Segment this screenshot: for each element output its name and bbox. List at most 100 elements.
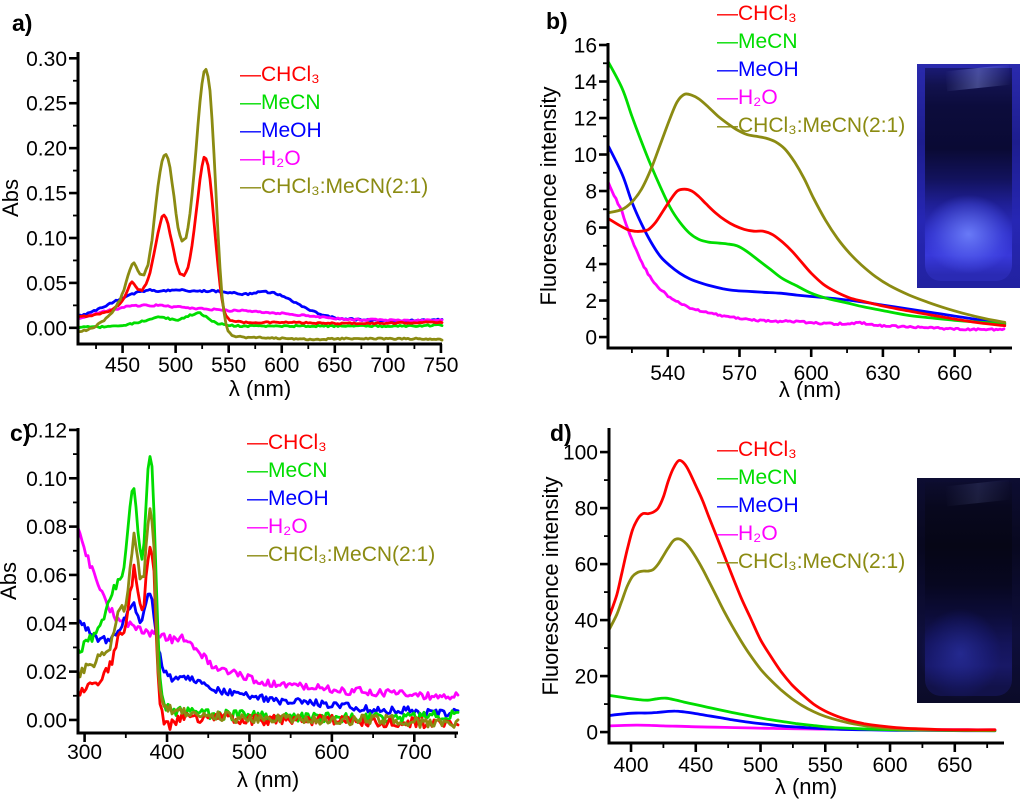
svg-text:0.10: 0.10 bbox=[26, 468, 67, 491]
svg-text:10: 10 bbox=[574, 144, 597, 167]
series-curve-CHCl- bbox=[606, 187, 1007, 328]
panel-a-absorbance: a) 450 500 550 600 650 700 750 0.00 0.05 0.10 0.15… bbox=[0, 0, 512, 401]
svg-text:8: 8 bbox=[585, 181, 597, 204]
ticks bbox=[600, 450, 989, 752]
svg-text:20: 20 bbox=[575, 666, 598, 689]
axes bbox=[606, 43, 1012, 350]
axes bbox=[76, 52, 442, 346]
series-curve-CHCl-MeCN-2-1- bbox=[76, 507, 460, 729]
y-axis-label: Abs bbox=[0, 562, 21, 600]
svg-text:0.05: 0.05 bbox=[26, 272, 67, 295]
svg-text:500: 500 bbox=[232, 741, 267, 764]
panel-d-fluorescence: d) 400 450 500 550 600 650 0 20 40 60 80 100 λ (nm) F… bbox=[512, 400, 1024, 800]
svg-text:450: 450 bbox=[105, 354, 140, 377]
series-curve-CHCl-MeCN-2-1- bbox=[607, 537, 997, 732]
cuvette-blue-glow bbox=[917, 64, 1020, 288]
series-curve-CHCl- bbox=[76, 155, 444, 326]
series-curve-MeCN bbox=[606, 60, 1007, 326]
chart-canvas-a: 450 500 550 600 650 700 750 0.00 0.05 0.10 0.15 0.2… bbox=[0, 48, 458, 401]
ticks bbox=[69, 56, 443, 353]
svg-text:500: 500 bbox=[158, 354, 193, 377]
panel-label-b: b) bbox=[546, 8, 568, 34]
series-curve-CHCl-MeCN-2-1- bbox=[76, 68, 444, 342]
y-axis-label: Fluorescence intensity bbox=[538, 477, 563, 696]
svg-text:400: 400 bbox=[150, 741, 185, 764]
svg-text:0.04: 0.04 bbox=[26, 613, 67, 636]
series-group bbox=[606, 60, 1007, 332]
svg-text:0: 0 bbox=[585, 327, 597, 350]
series-group bbox=[76, 68, 444, 342]
svg-text:14: 14 bbox=[574, 71, 598, 94]
x-axis-label: λ (nm) bbox=[229, 376, 291, 400]
chart-canvas-b: 540 570 600 630 660 0 2 4 6 8 10 12 14 16 λ (nm) Fluore… bbox=[536, 35, 1012, 402]
chart-d-fluorescence-spectra: 400 450 500 550 600 650 0 20 40 60 80 100 λ (nm) Fluo… bbox=[512, 400, 1024, 800]
svg-text:750: 750 bbox=[423, 354, 458, 377]
series-curve-MeOH bbox=[76, 592, 460, 718]
svg-text:0: 0 bbox=[586, 722, 598, 745]
ticks bbox=[69, 428, 457, 742]
uv-cuvette-photo-dark bbox=[917, 478, 1020, 703]
svg-text:0.00: 0.00 bbox=[26, 317, 67, 340]
svg-text:40: 40 bbox=[575, 610, 598, 633]
svg-text:500: 500 bbox=[743, 754, 778, 777]
panel-label-a: a) bbox=[12, 10, 33, 36]
svg-text:700: 700 bbox=[370, 354, 405, 377]
svg-text:600: 600 bbox=[264, 354, 299, 377]
x-axis-label: λ (nm) bbox=[237, 767, 299, 792]
series-curve-MeCN bbox=[76, 311, 444, 330]
series-group bbox=[607, 458, 997, 733]
svg-text:600: 600 bbox=[314, 741, 349, 764]
svg-text:650: 650 bbox=[937, 754, 972, 777]
svg-text:450: 450 bbox=[678, 754, 713, 777]
svg-text:2: 2 bbox=[585, 290, 597, 313]
svg-text:0.20: 0.20 bbox=[26, 138, 67, 161]
series-curve-MeOH bbox=[606, 144, 1007, 326]
panel-b-fluorescence: b) 540 570 600 630 660 0 2 4 6 8 10 12 14 16 λ (nm) Flu… bbox=[512, 0, 1024, 402]
svg-text:0.06: 0.06 bbox=[26, 564, 67, 587]
svg-text:4: 4 bbox=[585, 254, 597, 277]
svg-text:540: 540 bbox=[650, 362, 685, 385]
chart-canvas-d: 400 450 500 550 600 650 0 20 40 60 80 100 λ (nm) Fluo… bbox=[538, 428, 1004, 799]
svg-text:0.10: 0.10 bbox=[26, 227, 67, 250]
x-axis-label: λ (nm) bbox=[775, 774, 837, 799]
svg-text:700: 700 bbox=[397, 741, 432, 764]
svg-text:400: 400 bbox=[613, 754, 648, 777]
panel-label-d: d) bbox=[550, 420, 572, 446]
series-curve-CHCl- bbox=[76, 545, 460, 731]
svg-text:6: 6 bbox=[585, 217, 597, 240]
svg-text:100: 100 bbox=[563, 442, 598, 465]
svg-text:12: 12 bbox=[574, 108, 597, 131]
svg-text:550: 550 bbox=[211, 354, 246, 377]
svg-text:600: 600 bbox=[873, 754, 908, 777]
tick-labels: 400 450 500 550 600 650 0 20 40 60 80 100 bbox=[563, 442, 972, 777]
y-axis-label: Abs bbox=[0, 179, 23, 217]
panel-label-c: c) bbox=[10, 420, 31, 446]
series-curve-H-O bbox=[76, 303, 444, 323]
svg-text:300: 300 bbox=[67, 741, 102, 764]
series-curve-MeOH bbox=[607, 709, 997, 733]
svg-text:0.02: 0.02 bbox=[26, 661, 67, 684]
chart-b-fluorescence-spectra: 540 570 600 630 660 0 2 4 6 8 10 12 14 16 λ (nm) Fluore… bbox=[512, 0, 1024, 402]
svg-text:0.30: 0.30 bbox=[26, 48, 67, 71]
svg-text:0.25: 0.25 bbox=[26, 93, 67, 116]
series-group bbox=[76, 455, 460, 731]
svg-text:600: 600 bbox=[794, 362, 829, 385]
chart-c-absorbance-spectra: 300 400 500 600 700 0.00 0.02 0.04 0.06 0.08 0.10 0… bbox=[0, 400, 512, 800]
svg-text:0.12: 0.12 bbox=[26, 419, 67, 442]
svg-text:0.15: 0.15 bbox=[26, 183, 67, 206]
svg-text:80: 80 bbox=[575, 498, 598, 521]
tick-labels: 540 570 600 630 660 0 2 4 6 8 10 12 14 16 bbox=[574, 35, 973, 385]
svg-text:650: 650 bbox=[317, 354, 352, 377]
tick-labels: 300 400 500 600 700 0.00 0.02 0.04 0.06 0.08 0.10 0… bbox=[26, 419, 432, 764]
svg-text:660: 660 bbox=[937, 362, 972, 385]
series-curve-H-O bbox=[606, 180, 1006, 332]
chart-canvas-c: 300 400 500 600 700 0.00 0.02 0.04 0.06 0.08 0.10 0… bbox=[0, 419, 460, 792]
x-axis-label: λ (nm) bbox=[779, 377, 841, 400]
y-axis-label: Fluorescence intensity bbox=[536, 87, 561, 306]
svg-text:570: 570 bbox=[722, 362, 757, 385]
svg-text:60: 60 bbox=[575, 554, 598, 577]
svg-text:550: 550 bbox=[808, 754, 843, 777]
svg-text:630: 630 bbox=[865, 362, 900, 385]
cuvette-blue-glow bbox=[917, 478, 1020, 703]
